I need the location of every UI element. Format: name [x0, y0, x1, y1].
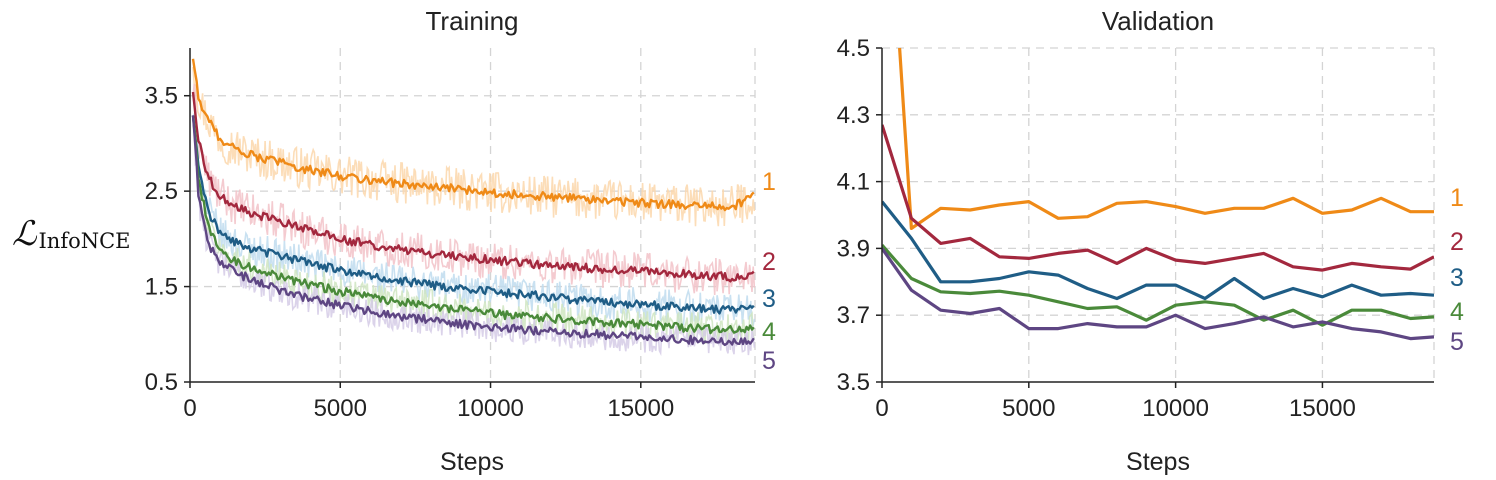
training-series-5-line: [191, 115, 755, 347]
training-series-1-label: 1: [762, 168, 776, 196]
validation-x-tick-label: 15000: [1289, 395, 1356, 422]
training-series-3-label: 3: [762, 285, 776, 313]
training-title: Training: [426, 6, 519, 36]
validation-panel: Validation 3.5 3.7 3.9 4.1 4.3 4.5 0 5000 10000 1…: [837, 6, 1464, 476]
validation-series-3-line: [882, 200, 1434, 301]
validation-series-4-line: [882, 244, 1434, 327]
validation-y-tick-label: 4.1: [837, 169, 870, 196]
validation-y-tick-label: 3.5: [837, 369, 870, 396]
training-y-axis-label: ℒInfoNCE: [12, 214, 131, 254]
validation-series-1-line: [898, 47, 1434, 230]
training-series-2-raw: [192, 83, 755, 296]
training-x-tick-label: 0: [183, 395, 196, 422]
training-series-3-raw: [192, 113, 755, 327]
training-y-axis-subscript: InfoNCE: [39, 229, 131, 253]
training-series-2-label: 2: [762, 248, 776, 276]
training-panel: Training 0.5 1.5 2.5 3.5 0 5000 10000 15000 1 2 3…: [12, 6, 776, 476]
validation-title: Validation: [1102, 6, 1214, 36]
validation-x-tick-label: 5000: [1002, 395, 1055, 422]
training-series-5-raw: [192, 115, 755, 357]
validation-series-3-label: 3: [1450, 264, 1464, 292]
validation-series-2-label: 2: [1450, 228, 1464, 256]
validation-series-1-label: 1: [1450, 184, 1464, 212]
training-series-2-line: [191, 91, 755, 283]
training-y-tick-label: 2.5: [145, 178, 178, 205]
training-y-tick-label: 1.5: [145, 274, 178, 301]
training-y-tick-label: 3.5: [145, 83, 178, 110]
validation-series-2-line: [882, 124, 1434, 272]
validation-series-5-line: [882, 247, 1434, 341]
validation-series-5-label: 5: [1450, 328, 1464, 356]
validation-x-tick-label: 0: [875, 395, 888, 422]
training-x-tick-label: 5000: [314, 395, 367, 422]
training-series-1-line: [191, 58, 755, 212]
validation-x-tick-label: 10000: [1142, 395, 1209, 422]
training-x-axis-label: Steps: [440, 448, 504, 476]
training-x-tick-label: 10000: [457, 395, 524, 422]
training-series-1-raw: [192, 66, 755, 227]
validation-y-tick-label: 4.5: [837, 35, 870, 62]
validation-y-tick-label: 4.3: [837, 102, 870, 129]
validation-series-4-label: 4: [1450, 298, 1464, 326]
training-series-4-line: [191, 115, 755, 335]
validation-x-axis-label: Steps: [1126, 448, 1190, 476]
training-y-tick-label: 0.5: [145, 369, 178, 396]
validation-y-tick-label: 3.9: [837, 235, 870, 262]
training-series-3-line: [191, 115, 755, 315]
training-x-tick-label: 15000: [607, 395, 674, 422]
training-y-axis-symbol: ℒ: [12, 214, 38, 254]
validation-y-tick-label: 3.7: [837, 302, 870, 329]
training-series-4-label: 4: [762, 318, 776, 346]
training-series-5-label: 5: [762, 347, 776, 375]
